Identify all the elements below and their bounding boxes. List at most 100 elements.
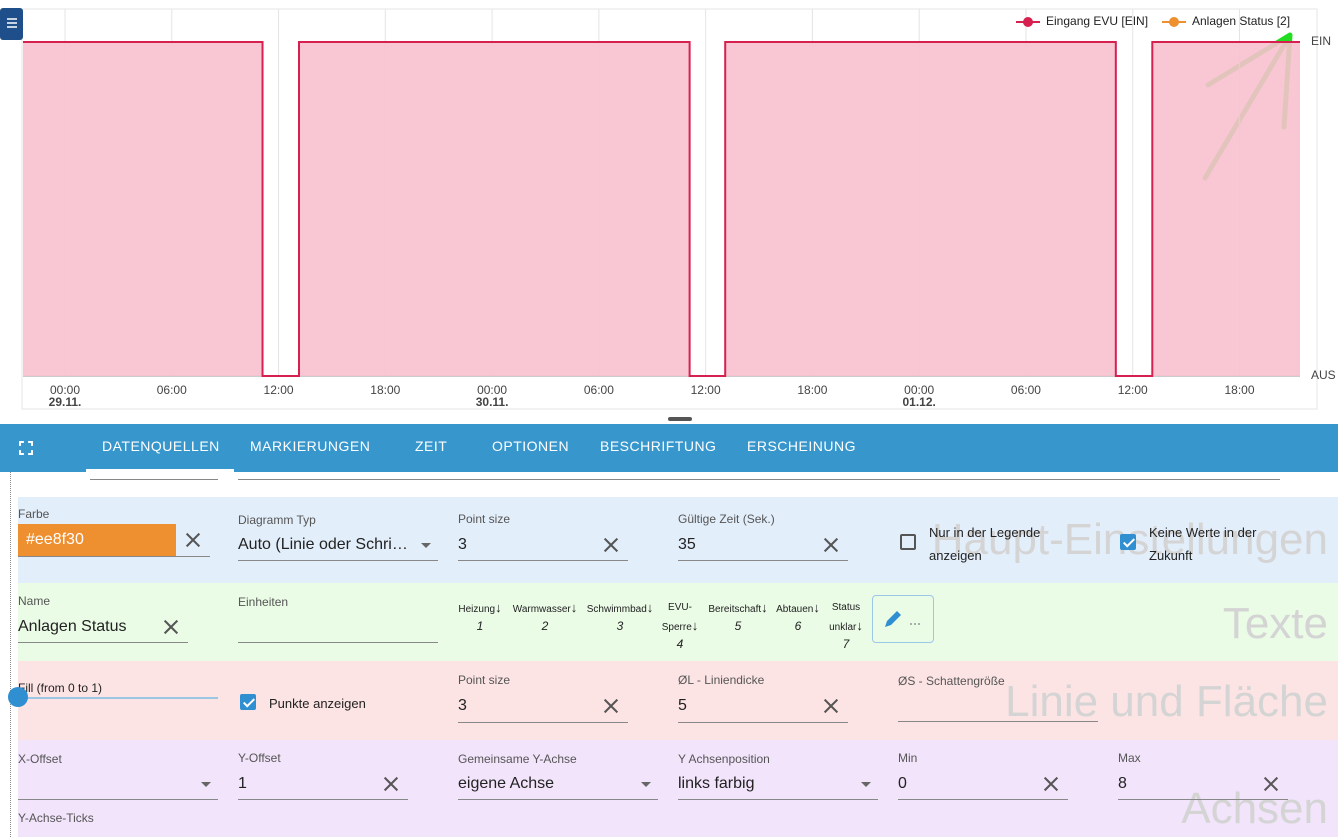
tab-bar xyxy=(0,424,1338,472)
state-value: 2 xyxy=(541,619,549,633)
x-tick-date: 01.12. xyxy=(902,395,935,409)
line xyxy=(23,41,1300,377)
slider-track[interactable] xyxy=(18,697,218,699)
x-tick-label: 18:00 xyxy=(370,383,400,397)
field-line xyxy=(18,799,218,800)
input-value[interactable]: 3 xyxy=(458,536,467,553)
area xyxy=(23,42,1300,376)
x-tick-date: 30.11. xyxy=(476,395,509,409)
state-name: Abtauen xyxy=(774,599,822,619)
field-line xyxy=(678,799,878,800)
select-value[interactable]: Auto (Linie oder Schri… xyxy=(238,536,408,553)
section-line: Linie und Fläche xyxy=(18,661,1338,740)
state-value: 3 xyxy=(616,619,624,633)
clear-button[interactable] xyxy=(163,619,179,635)
input-value[interactable]: 35 xyxy=(678,536,696,553)
menu-button[interactable] xyxy=(0,8,23,40)
clear-button[interactable] xyxy=(603,698,619,714)
slider-knob[interactable] xyxy=(8,687,28,707)
clear-button[interactable] xyxy=(823,537,839,553)
legend-label[interactable]: Eingang EVU [EIN] xyxy=(1046,14,1148,28)
x-tick-label: 00:00 xyxy=(50,383,80,397)
input-value[interactable]: 5 xyxy=(678,697,687,714)
checkbox[interactable] xyxy=(900,534,916,550)
active-tab-indicator xyxy=(86,469,234,472)
x-tick-label: 12:00 xyxy=(1118,383,1148,397)
field-label: ØL - Liniendicke xyxy=(678,673,765,687)
field-label: Max xyxy=(1118,751,1141,765)
state: Abtauen6 xyxy=(774,599,822,633)
clear-button[interactable] xyxy=(1263,776,1279,792)
state-name: Schwimmbad xyxy=(584,599,656,619)
section-title: Linie und Fläche xyxy=(1005,677,1328,726)
color-swatch[interactable] xyxy=(18,524,176,556)
input-value[interactable]: Anlagen Status xyxy=(18,618,127,635)
state: Heizung1 xyxy=(458,599,502,633)
tab[interactable]: OPTIONEN xyxy=(492,438,570,454)
state: Bereitschaft5 xyxy=(706,599,770,633)
tab[interactable]: BESCHRIFTUNG xyxy=(600,438,717,454)
field-line xyxy=(458,722,628,723)
checkbox-label: Punkte anzeigen xyxy=(269,696,366,711)
dropdown-arrow[interactable] xyxy=(201,782,211,787)
input-value[interactable]: 0 xyxy=(898,775,907,792)
x-tick-label: 18:00 xyxy=(1224,383,1254,397)
field-line xyxy=(898,799,1068,800)
legend-label[interactable]: Anlagen Status [2] xyxy=(1192,14,1290,28)
field-label: Einheiten xyxy=(238,595,289,609)
field-label: ØS - Schattengröße xyxy=(898,674,1005,688)
field-label: Gültige Zeit (Sek.) xyxy=(678,512,775,526)
resize-handle[interactable] xyxy=(668,417,692,421)
clear-button[interactable] xyxy=(1043,776,1059,792)
state-name: Status unklar xyxy=(828,599,864,637)
tab[interactable]: ZEIT xyxy=(415,438,448,454)
legend-marker xyxy=(1169,17,1179,27)
checkbox-label: Keine Werte in der Zukunft xyxy=(1149,525,1257,563)
section-main: Haupt-Einstellungen xyxy=(18,497,1338,583)
field-label: Farbe xyxy=(18,507,50,521)
x-tick-label: 00:00 xyxy=(477,383,507,397)
tree-line xyxy=(10,472,11,837)
section-title: Texte xyxy=(1222,599,1328,648)
tab[interactable]: DATENQUELLEN xyxy=(102,438,220,454)
select-value[interactable]: links farbig xyxy=(678,775,755,792)
clear-button[interactable] xyxy=(185,532,201,548)
clear-button[interactable] xyxy=(823,698,839,714)
state: Status unklar7 xyxy=(828,599,864,651)
tab[interactable]: MARKIERUNGEN xyxy=(250,438,371,454)
input-value[interactable]: 1 xyxy=(238,775,247,792)
clear-button[interactable] xyxy=(383,776,399,792)
x-tick-label: 06:00 xyxy=(584,383,614,397)
input-value[interactable]: 3 xyxy=(458,697,467,714)
field-label: Y Achsenposition xyxy=(678,752,770,766)
y-tick-label: AUS xyxy=(1311,368,1336,382)
state: EVU-Sperre4 xyxy=(660,599,700,651)
clear-button[interactable] xyxy=(603,537,619,553)
field-line xyxy=(678,560,848,561)
state: Warmwasser2 xyxy=(510,599,580,633)
checkbox[interactable] xyxy=(1120,534,1136,550)
edit-button[interactable] xyxy=(872,595,934,643)
input-value[interactable]: 8 xyxy=(1118,775,1127,792)
state-name: Bereitschaft xyxy=(706,599,770,619)
state-name: Heizung xyxy=(458,599,502,619)
field-line xyxy=(458,560,628,561)
field-label: Fill (from 0 to 1) xyxy=(18,681,103,695)
field-line xyxy=(678,722,848,723)
field-label: Y-Offset xyxy=(238,751,281,765)
tab[interactable]: ERSCHEINUNG xyxy=(747,438,856,454)
field-label: Gemeinsame Y-Achse xyxy=(458,752,577,766)
dropdown-arrow[interactable] xyxy=(641,782,651,787)
dropdown-arrow[interactable] xyxy=(861,782,871,787)
checkbox[interactable] xyxy=(240,694,256,710)
x-tick-date: 29.11. xyxy=(49,395,82,409)
select-value[interactable]: eigene Achse xyxy=(458,775,555,792)
y-tick-label: EIN xyxy=(1311,34,1331,48)
field-line xyxy=(458,799,658,800)
menu-icon xyxy=(7,18,17,28)
dropdown-arrow[interactable] xyxy=(421,543,431,548)
field-label: X-Offset xyxy=(18,752,62,766)
x-tick-label: 00:00 xyxy=(904,383,934,397)
state-value: 1 xyxy=(476,619,484,633)
state-name: EVU-Sperre xyxy=(660,599,700,637)
